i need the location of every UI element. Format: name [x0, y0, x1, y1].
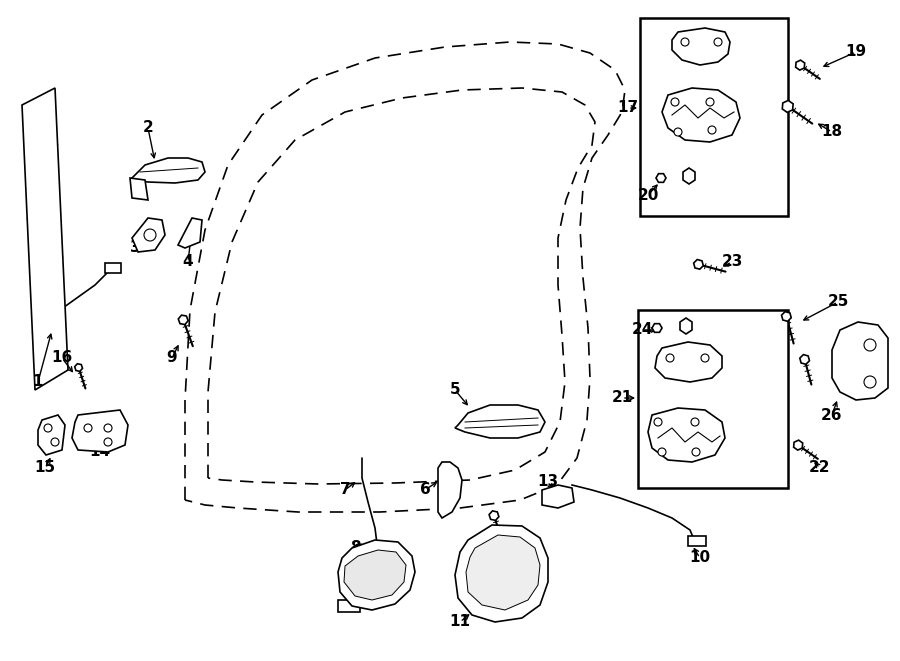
Text: 6: 6: [419, 483, 430, 498]
Circle shape: [691, 418, 699, 426]
Text: 1: 1: [32, 375, 43, 389]
Polygon shape: [132, 218, 165, 252]
Text: 8: 8: [350, 541, 360, 555]
Polygon shape: [455, 525, 548, 622]
Polygon shape: [38, 415, 65, 455]
Circle shape: [692, 448, 700, 456]
Circle shape: [658, 448, 666, 456]
Polygon shape: [438, 462, 462, 518]
Circle shape: [144, 229, 156, 241]
Text: 13: 13: [537, 475, 559, 490]
Circle shape: [84, 424, 92, 432]
Text: 22: 22: [809, 461, 831, 475]
Polygon shape: [132, 158, 205, 183]
Circle shape: [51, 438, 59, 446]
Text: 7: 7: [339, 483, 350, 498]
Polygon shape: [338, 540, 415, 610]
Text: 2: 2: [142, 120, 153, 136]
Circle shape: [701, 354, 709, 362]
Text: 11: 11: [449, 615, 471, 629]
Polygon shape: [683, 168, 695, 184]
Text: 4: 4: [183, 254, 194, 270]
Circle shape: [706, 98, 714, 106]
Polygon shape: [648, 408, 725, 462]
Circle shape: [671, 98, 679, 106]
Polygon shape: [655, 342, 722, 382]
Text: 14: 14: [89, 444, 111, 459]
Polygon shape: [794, 440, 803, 450]
Polygon shape: [800, 354, 809, 364]
Text: 5: 5: [450, 383, 460, 397]
Polygon shape: [662, 88, 740, 142]
Circle shape: [654, 418, 662, 426]
Polygon shape: [75, 364, 83, 371]
Circle shape: [864, 339, 876, 351]
Text: 23: 23: [721, 254, 742, 270]
Polygon shape: [178, 315, 188, 325]
Polygon shape: [22, 88, 68, 390]
Polygon shape: [489, 511, 499, 520]
Bar: [640, 18, 788, 216]
Polygon shape: [694, 260, 703, 269]
Circle shape: [104, 424, 112, 432]
Text: 20: 20: [637, 188, 659, 202]
Text: 24: 24: [631, 323, 652, 338]
Circle shape: [104, 438, 112, 446]
Text: 21: 21: [611, 391, 633, 405]
Circle shape: [666, 354, 674, 362]
Bar: [105, 263, 121, 273]
Polygon shape: [782, 100, 793, 112]
Circle shape: [864, 376, 876, 388]
Polygon shape: [652, 324, 662, 332]
Text: 19: 19: [845, 44, 867, 59]
Polygon shape: [781, 311, 791, 321]
Circle shape: [44, 424, 52, 432]
Bar: [638, 310, 788, 488]
Text: 25: 25: [827, 295, 849, 309]
Polygon shape: [72, 410, 128, 452]
Circle shape: [674, 128, 682, 136]
Circle shape: [708, 126, 716, 134]
Text: 18: 18: [822, 124, 842, 139]
Polygon shape: [680, 318, 692, 334]
Polygon shape: [832, 322, 888, 400]
Text: 10: 10: [689, 551, 711, 566]
Text: 9: 9: [166, 350, 177, 366]
Text: 15: 15: [34, 461, 56, 475]
Polygon shape: [455, 405, 545, 438]
Text: 17: 17: [617, 100, 639, 116]
Text: 3: 3: [130, 241, 140, 256]
Circle shape: [681, 38, 689, 46]
Text: 16: 16: [51, 350, 73, 366]
Text: 12: 12: [480, 543, 500, 557]
Text: 26: 26: [821, 407, 842, 422]
Polygon shape: [656, 174, 666, 182]
Polygon shape: [178, 218, 202, 248]
Polygon shape: [130, 178, 148, 200]
Polygon shape: [542, 485, 574, 508]
Polygon shape: [344, 550, 406, 600]
Polygon shape: [466, 535, 540, 610]
Circle shape: [714, 38, 722, 46]
Bar: [688, 536, 706, 546]
Polygon shape: [672, 28, 730, 65]
Bar: [338, 600, 360, 612]
Polygon shape: [796, 60, 805, 70]
